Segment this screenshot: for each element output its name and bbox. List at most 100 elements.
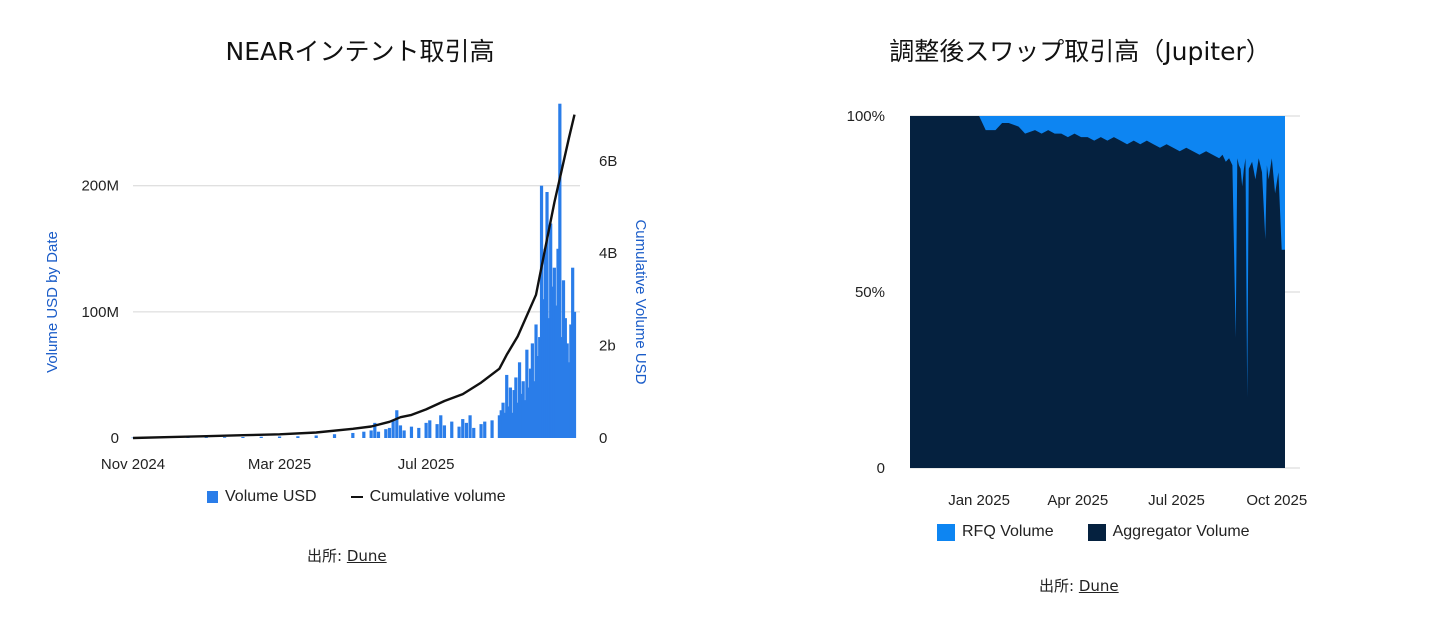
- volume-bar: [376, 431, 381, 438]
- volume-bar: [417, 427, 421, 438]
- volume-bar: [569, 324, 573, 438]
- volume-bar: [554, 305, 558, 438]
- legend-swatch-aggregator: [1087, 523, 1106, 541]
- volume-bar: [512, 390, 516, 438]
- volume-bar: [384, 429, 388, 438]
- y2-tick-label: 0: [599, 430, 607, 447]
- volume-bar: [387, 427, 392, 438]
- volume-bar: [505, 374, 509, 438]
- volume-bar: [530, 343, 534, 438]
- volume-bar: [395, 410, 399, 438]
- volume-bar: [391, 420, 395, 438]
- volume-bar: [541, 299, 545, 438]
- source-note-right: 出所: Dune: [1039, 575, 1119, 596]
- y-tick-label: 0: [111, 430, 119, 447]
- legend-label-aggregator: Aggregator Volume: [1112, 523, 1250, 540]
- volume-bar: [517, 362, 522, 438]
- legend-item-aggregator[interactable]: Aggregator Volume: [1087, 523, 1250, 541]
- x-tick-label: Mar 2025: [248, 456, 311, 473]
- volume-bar: [351, 432, 355, 438]
- legend-item-volume-usd[interactable]: Volume USD: [207, 488, 317, 506]
- volume-bar: [516, 402, 520, 438]
- volume-bar: [552, 267, 556, 438]
- chart-title-near: NEARインテント取引高: [225, 37, 495, 66]
- y2-tick-label: 6B: [599, 153, 617, 170]
- volume-bar: [561, 280, 566, 438]
- volume-bar: [523, 400, 527, 438]
- volume-bar: [479, 424, 483, 438]
- volume-bar: [571, 267, 575, 438]
- volume-bar: [560, 337, 564, 438]
- volume-bar: [457, 426, 461, 438]
- volume-bar: [428, 420, 432, 438]
- volume-bar: [547, 318, 551, 438]
- volume-bar: [572, 311, 577, 438]
- y-axis-label: Volume USD by Date: [44, 231, 61, 373]
- volume-bar: [501, 402, 505, 438]
- volume-bar: [497, 415, 501, 438]
- volume-bar: [402, 430, 406, 438]
- volume-bar: [527, 387, 531, 438]
- source-link-dune[interactable]: Dune: [346, 547, 387, 565]
- volume-bar: [525, 349, 529, 438]
- volume-bar: [435, 424, 439, 438]
- x-tick-label: Nov 2024: [101, 456, 165, 473]
- y-tick-label: 0: [877, 460, 885, 477]
- volume-bar: [439, 415, 443, 438]
- source-note-left: 出所: Dune: [307, 545, 387, 566]
- y2-tick-label: 2b: [599, 338, 616, 355]
- volume-bar: [461, 419, 465, 438]
- legend-item-cumulative[interactable]: Cumulative volume: [350, 488, 506, 506]
- volume-bar: [503, 412, 507, 438]
- volume-bar: [259, 436, 263, 438]
- legend-swatch-rfq: [937, 523, 955, 541]
- volume-bar: [369, 430, 373, 438]
- volume-bar: [472, 427, 476, 438]
- volume-bar: [204, 437, 208, 438]
- volume-bar: [521, 381, 525, 438]
- volume-bar: [532, 381, 536, 438]
- source-label: 出所:: [307, 547, 343, 565]
- x-tick-label: Jul 2025: [1148, 492, 1205, 509]
- legend-near: Volume USD Cumulative volume: [207, 488, 506, 506]
- volume-bar: [565, 343, 569, 438]
- volume-bar: [442, 425, 447, 438]
- volume-bar: [508, 387, 512, 438]
- volume-bar: [490, 420, 494, 438]
- volume-bar: [468, 415, 472, 438]
- volume-bar: [296, 436, 300, 438]
- legend-jupiter: RFQ Volume Aggregator Volume: [937, 523, 1250, 541]
- volume-bar: [398, 425, 403, 438]
- volume-bar: [536, 356, 540, 438]
- volume-bar: [563, 318, 567, 438]
- volume-bar: [483, 421, 487, 438]
- legend-item-rfq[interactable]: RFQ Volume: [937, 523, 1054, 541]
- volume-bar: [538, 337, 542, 438]
- x-tick-label: Jul 2025: [398, 456, 455, 473]
- cumulative-volume-line: [132, 114, 576, 440]
- volume-bar: [450, 421, 454, 438]
- aggregator-volume-area: [910, 116, 1285, 468]
- jupiter-swap-chart: 0 50% 100% Jan 2025 Apr 2025 Jul 2025 Oct 2025: [847, 108, 1308, 509]
- x-tick-label: Apr 2025: [1047, 492, 1108, 509]
- volume-bar: [519, 393, 523, 438]
- volume-bar: [558, 103, 562, 438]
- legend-label-volume-usd: Volume USD: [225, 488, 317, 505]
- volume-bar: [314, 435, 318, 438]
- near-intents-chart: 0 100M 200M 0 2b 4B 6B Nov 2024 Mar 2025 Jul 2025…: [44, 103, 649, 473]
- volume-bar: [362, 431, 366, 438]
- volume-bar: [534, 324, 538, 438]
- volume-bar: [550, 286, 555, 438]
- volume-bar: [464, 422, 469, 438]
- y-tick-label: 200M: [81, 178, 119, 195]
- jupiter-swap-chart-panel: 調整後スワップ取引高（Jupiter） 0 50% 100% Jan 2025 Apr …: [720, 0, 1440, 628]
- source-link-dune[interactable]: Dune: [1078, 577, 1119, 595]
- volume-bar: [332, 434, 337, 438]
- volume-bar: [556, 248, 560, 438]
- chart-title-jupiter: 調整後スワップ取引高（Jupiter）: [889, 37, 1271, 66]
- volume-bar: [499, 410, 503, 438]
- volume-bar: [506, 406, 511, 438]
- volume-bar: [549, 223, 553, 438]
- legend-swatch-bar: [207, 491, 218, 503]
- y-tick-label: 50%: [855, 284, 885, 301]
